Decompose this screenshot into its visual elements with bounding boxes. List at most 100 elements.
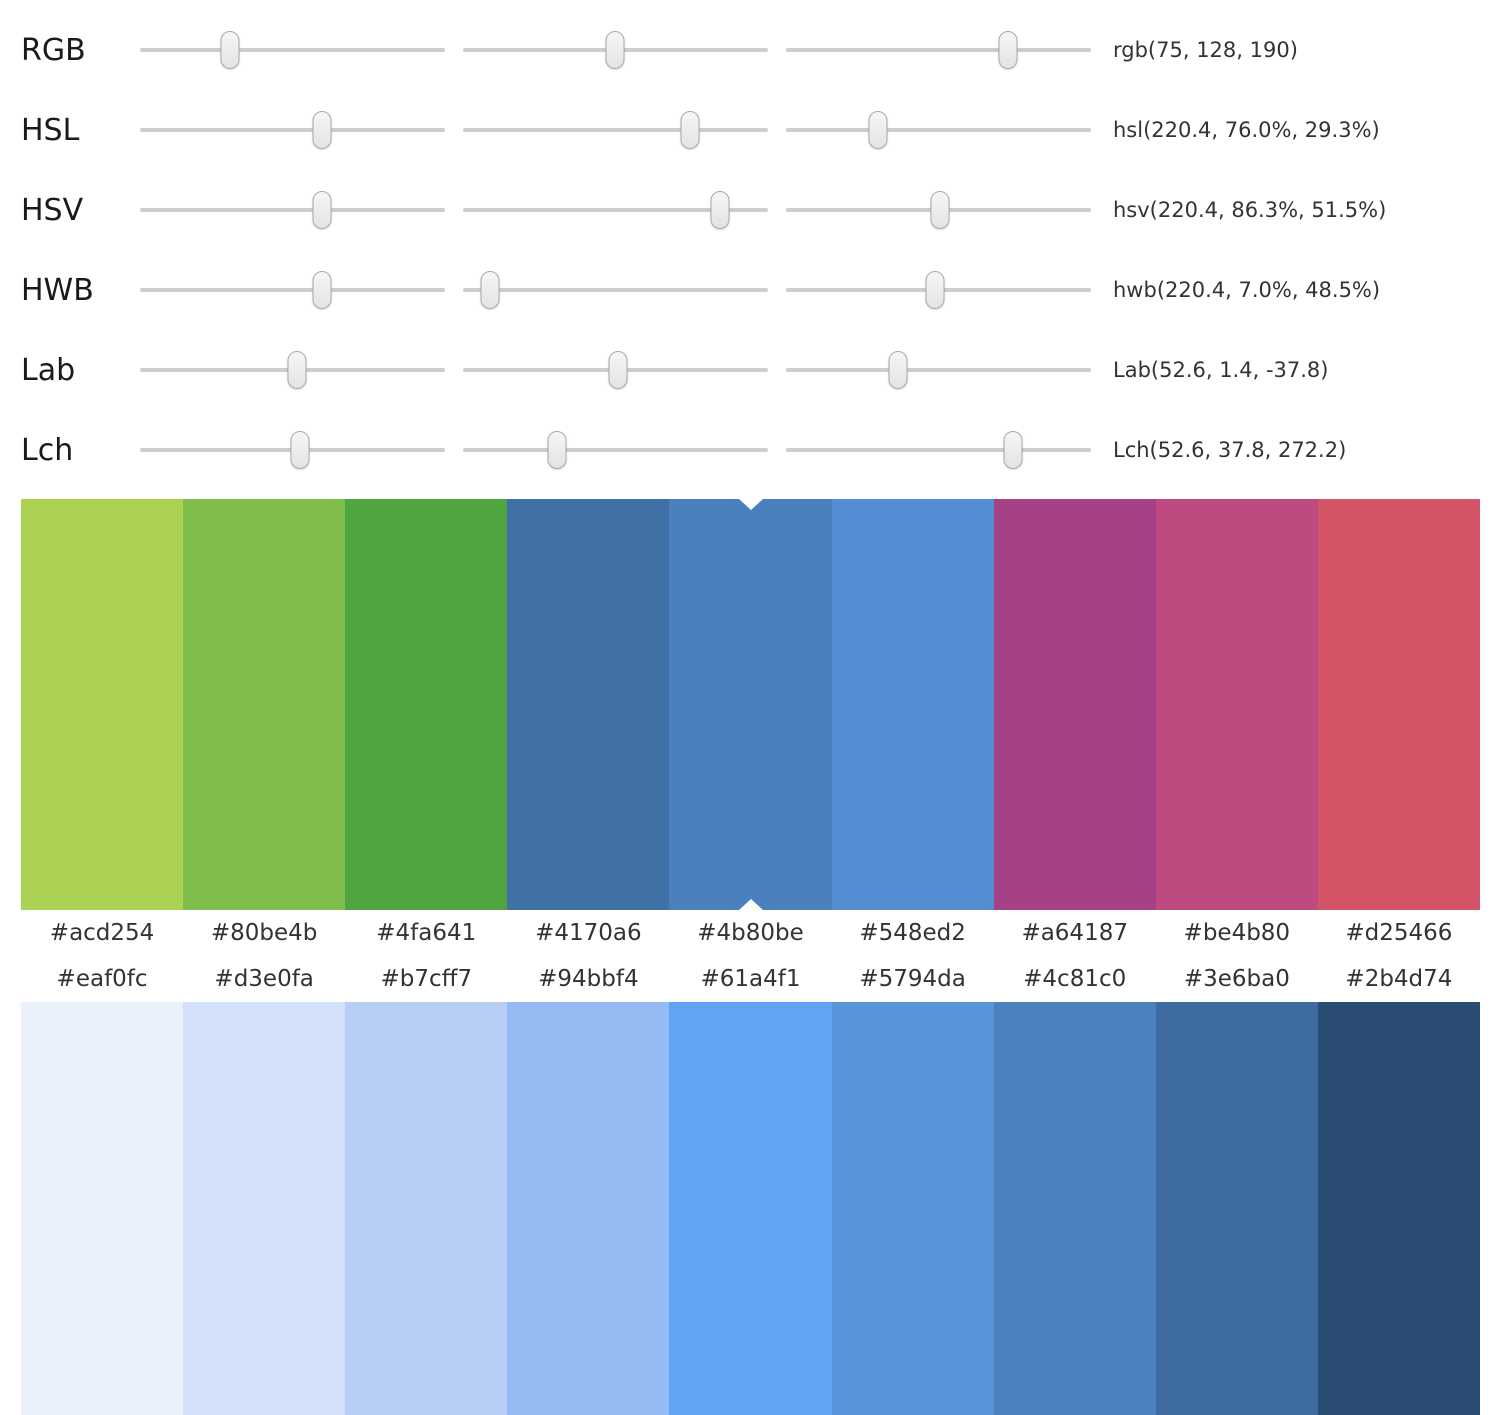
hex-label: #acd254 [49,920,155,946]
lab-slider-2[interactable] [463,351,768,389]
rgb-value: rgb(75, 128, 190) [1113,38,1298,62]
hex-label: #548ed2 [859,920,966,946]
hsl-label: HSL [21,112,80,148]
slider-row-lab: Lab Lab(52.6, 1.4, -37.8) [21,330,1480,410]
slider-thumb[interactable] [680,111,700,149]
rgb-slider-2[interactable] [463,31,768,69]
palette-swatch[interactable] [1155,1002,1318,1415]
lch-value: Lch(52.6, 37.8, 272.2) [1113,438,1347,462]
lab-slider-3[interactable] [786,351,1091,389]
hsl-slider-1[interactable] [140,111,445,149]
palette-swatch-selected[interactable] [669,499,832,910]
hsv-value: hsv(220.4, 86.3%, 51.5%) [1113,198,1387,222]
slider-thumb[interactable] [1003,431,1023,469]
lab-label: Lab [21,352,76,388]
palette-swatch[interactable] [993,499,1156,910]
slider-track[interactable] [463,448,768,452]
hex-label: #be4b80 [1183,920,1291,946]
palette-swatch[interactable] [1317,499,1480,910]
slider-thumb[interactable] [547,431,567,469]
hex-label: #d3e0fa [214,966,314,992]
slider-row-rgb: RGB rgb(75, 128, 190) [21,10,1480,90]
hsl-slider-3[interactable] [786,111,1091,149]
lch-label: Lch [21,432,74,468]
slider-track[interactable] [786,368,1091,372]
hex-label: #a64187 [1021,920,1128,946]
palette-swatch[interactable] [345,1002,508,1415]
slider-thumb[interactable] [868,111,888,149]
slider-track[interactable] [140,48,445,52]
palette-swatch[interactable] [669,1002,832,1415]
hsv-slider-2[interactable] [463,191,768,229]
slider-thumb[interactable] [287,351,307,389]
hex-label: #4170a6 [535,920,642,946]
slider-thumb[interactable] [888,351,908,389]
slider-thumb[interactable] [930,191,950,229]
hsv-slider-1[interactable] [140,191,445,229]
slider-track[interactable] [140,288,445,292]
slider-track[interactable] [786,48,1091,52]
hue-hex-labels: #acd254 #80be4b #4fa641 #4170a6 #4b80be … [21,910,1480,956]
hex-label: #61a4f1 [700,966,801,992]
palette-swatch[interactable] [183,499,346,910]
hex-label: #d25466 [1345,920,1453,946]
palette-swatch[interactable] [831,1002,994,1415]
slider-row-hsv: HSV hsv(220.4, 86.3%, 51.5%) [21,170,1480,250]
slider-track[interactable] [463,128,768,132]
slider-thumb[interactable] [710,191,730,229]
hwb-slider-1[interactable] [140,271,445,309]
palette-swatch[interactable] [183,1002,346,1415]
hex-label: #94bbf4 [538,966,639,992]
hex-label: #80be4b [210,920,318,946]
slider-track[interactable] [463,288,768,292]
slider-row-hsl: HSL hsl(220.4, 76.0%, 29.3%) [21,90,1480,170]
hue-palette-strip [21,499,1480,910]
lch-slider-3[interactable] [786,431,1091,469]
palette-swatch[interactable] [1317,1002,1480,1415]
slider-row-hwb: HWB hwb(220.4, 7.0%, 48.5%) [21,250,1480,330]
lab-slider-1[interactable] [140,351,445,389]
palette-swatch[interactable] [831,499,994,910]
slider-thumb[interactable] [608,351,628,389]
slider-thumb[interactable] [312,191,332,229]
slider-track[interactable] [786,128,1091,132]
hex-label: #4fa641 [376,920,477,946]
palette-swatch[interactable] [993,1002,1156,1415]
shade-palette-strip [21,1002,1480,1415]
slider-thumb[interactable] [925,271,945,309]
rgb-slider-1[interactable] [140,31,445,69]
hex-label: #5794da [859,966,966,992]
hsv-slider-3[interactable] [786,191,1091,229]
hwb-slider-3[interactable] [786,271,1091,309]
slider-thumb[interactable] [605,31,625,69]
palette-swatch[interactable] [1155,499,1318,910]
slider-thumb[interactable] [998,31,1018,69]
palette-swatch[interactable] [345,499,508,910]
hsv-label: HSV [21,192,84,228]
hex-label: #3e6ba0 [1183,966,1290,992]
slider-track[interactable] [463,208,768,212]
hsl-slider-2[interactable] [463,111,768,149]
hsl-value: hsl(220.4, 76.0%, 29.3%) [1113,118,1380,142]
hwb-value: hwb(220.4, 7.0%, 48.5%) [1113,278,1381,302]
hwb-slider-2[interactable] [463,271,768,309]
lch-slider-2[interactable] [463,431,768,469]
hex-label: #4c81c0 [1023,966,1127,992]
rgb-label: RGB [21,32,86,68]
rgb-slider-3[interactable] [786,31,1091,69]
slider-track[interactable] [140,208,445,212]
lch-slider-1[interactable] [140,431,445,469]
palette-swatch[interactable] [507,499,670,910]
palette-swatch[interactable] [507,1002,670,1415]
slider-track[interactable] [786,448,1091,452]
slider-thumb[interactable] [312,271,332,309]
slider-thumb[interactable] [290,431,310,469]
hwb-label: HWB [21,272,94,308]
slider-thumb[interactable] [480,271,500,309]
palette-swatch[interactable] [21,499,184,910]
slider-thumb[interactable] [220,31,240,69]
slider-thumb[interactable] [312,111,332,149]
slider-track[interactable] [140,128,445,132]
palette-swatch[interactable] [21,1002,184,1415]
